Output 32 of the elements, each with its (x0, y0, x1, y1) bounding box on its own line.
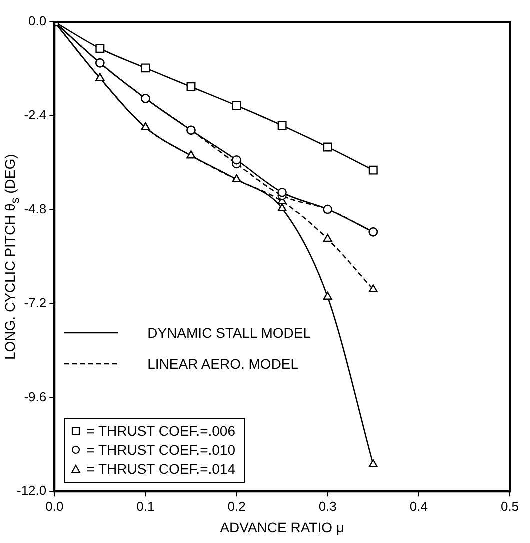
point (278, 204, 287, 212)
y-tick-label: -4.8 (24, 201, 47, 216)
y-tick-label: -2.4 (24, 108, 47, 122)
point (232, 101, 242, 110)
annotation: LINEAR AERO. MODEL (148, 356, 299, 372)
point (96, 44, 105, 54)
point (278, 121, 287, 130)
x-tick-label: 0.0 (46, 498, 64, 514)
point (368, 284, 378, 293)
point (368, 166, 378, 175)
legend-label: = THRUST COEF.=.014 (86, 460, 236, 479)
x-tick-label: 0.5 (500, 498, 520, 514)
y-tick-label: -9.6 (24, 389, 47, 404)
x-tick-label: 0.2 (228, 498, 246, 514)
point (232, 156, 242, 165)
x-tick-label: 0.3 (318, 498, 337, 514)
legend-label: = THRUST COEF.=.006 (86, 422, 236, 441)
x-tick-label: 0.1 (136, 498, 155, 514)
y-tick-label: -7.2 (24, 295, 47, 310)
point (278, 188, 287, 198)
point (186, 82, 196, 92)
x-axis-title: ADVANCE RATIO μ (220, 519, 344, 536)
point (323, 142, 332, 152)
annotation: DYNAMIC STALL MODEL (148, 325, 311, 341)
point (141, 64, 150, 73)
legend-label: = THRUST COEF.=.010 (86, 440, 236, 460)
point (323, 234, 332, 242)
y-tick-label: 0.0 (28, 14, 47, 29)
point (323, 292, 332, 300)
x-tick-label: 0.4 (410, 498, 428, 514)
point (368, 460, 378, 468)
y-tick-label: -12.0 (16, 483, 47, 498)
